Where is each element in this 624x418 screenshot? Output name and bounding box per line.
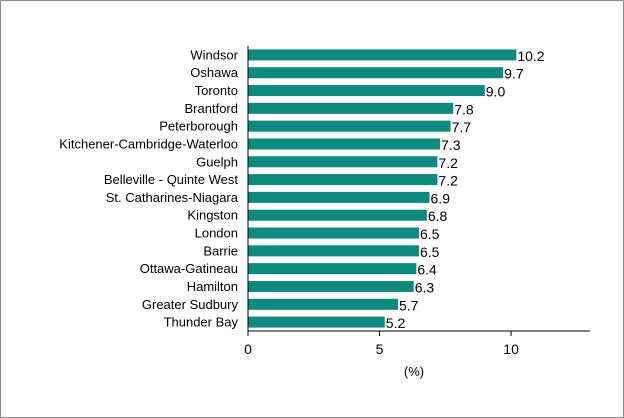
bar: [248, 263, 417, 275]
bar: [248, 191, 430, 203]
category-label: Greater Sudbury: [142, 297, 239, 312]
bar: [248, 120, 451, 132]
value-label: 5.2: [386, 315, 406, 331]
value-label: 7.8: [454, 101, 474, 117]
value-label: 6.9: [431, 190, 451, 206]
category-label: Kitchener-Cambridge-Waterloo: [59, 136, 238, 151]
category-label: Kingston: [187, 208, 238, 223]
value-label: 9.0: [486, 84, 506, 100]
category-label: Oshawa: [190, 65, 238, 80]
x-tick-label: 5: [376, 341, 384, 357]
x-axis-title: (%): [404, 364, 424, 379]
value-label: 7.2: [438, 173, 458, 189]
value-label: 7.7: [452, 119, 472, 135]
value-label: 5.7: [399, 297, 419, 313]
value-label: 10.2: [517, 48, 544, 64]
x-ticks-group: 0 5 10: [244, 331, 519, 357]
category-label: Thunder Bay: [164, 315, 239, 330]
bar: [248, 174, 438, 186]
bar: [248, 102, 454, 114]
bar: [248, 85, 485, 97]
value-label: 9.7: [504, 66, 524, 82]
x-tick-label: 0: [244, 341, 252, 357]
bar: [248, 227, 419, 239]
value-label: 6.8: [428, 208, 448, 224]
value-label: 7.3: [441, 137, 461, 153]
category-label: London: [195, 226, 238, 241]
category-label: St. Catharines-Niagara: [106, 190, 239, 205]
category-label: Hamilton: [187, 279, 238, 294]
bar: [248, 245, 419, 257]
bar: [248, 67, 504, 79]
x-tick-label: 10: [503, 341, 519, 357]
category-label: Belleville - Quinte West: [104, 172, 239, 187]
category-labels-group: Windsor Oshawa Toronto Brantford Peterboroug…: [59, 47, 238, 329]
bar: [248, 298, 398, 310]
bars-group: [248, 49, 517, 328]
value-labels-group: 10.29.79.07.87.77.37.27.26.96.86.56.56.4…: [386, 48, 545, 331]
value-label: 6.4: [417, 262, 437, 278]
category-label: Peterborough: [159, 119, 238, 134]
bar: [248, 209, 427, 221]
value-label: 6.5: [420, 244, 440, 260]
category-label: Guelph: [196, 154, 238, 169]
bar: [248, 280, 414, 292]
value-label: 6.3: [415, 279, 435, 295]
bar: [248, 316, 385, 328]
category-label: Windsor: [190, 47, 238, 62]
category-label: Brantford: [185, 101, 238, 116]
bar: [248, 49, 517, 61]
value-label: 7.2: [438, 155, 458, 171]
category-label: Barrie: [203, 243, 238, 258]
category-label: Toronto: [195, 83, 238, 98]
bar: [248, 156, 438, 168]
bar: [248, 138, 441, 150]
value-label: 6.5: [420, 226, 440, 242]
category-label: Ottawa-Gatineau: [140, 261, 238, 276]
